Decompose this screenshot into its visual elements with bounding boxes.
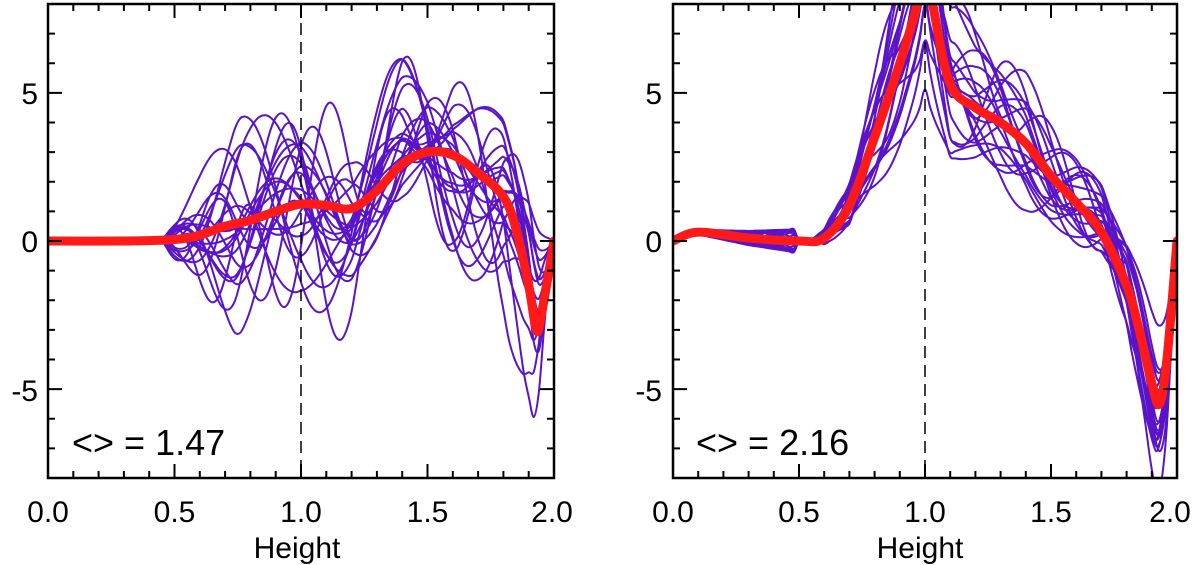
right-ytick-label: -5 [635,375,662,408]
left-mean-line [48,146,554,337]
right-mean-line [673,4,1177,410]
right-ytick-label: 0 [645,226,662,259]
right-sample-lines [673,4,1177,478]
left-xtick-label: 1.5 [407,496,449,529]
left-panel: 0.0 0.5 1.0 1.5 2.0 -5 0 5 Height <> = 1… [11,2,573,565]
sample-line [673,4,1177,448]
left-xtick-label: 0.0 [27,496,69,529]
right-xtick-label: 2.0 [1149,496,1191,529]
right-ytick-label: 5 [645,78,662,111]
right-axis-ticks [672,3,1178,479]
left-mean-annotation: <> = 1.47 [72,422,225,463]
left-xtick-label: 2.0 [531,496,573,529]
sample-line [673,4,1177,435]
left-xtick-label: 1.0 [280,496,322,529]
left-ytick-label: 5 [21,78,38,111]
right-panel: 0.0 0.5 1.0 1.5 2.0 -5 0 5 Height <> = 2… [635,2,1191,565]
right-xtick-label: 1.0 [904,496,946,529]
left-axis-ticks [47,3,555,479]
right-x-axis-title: Height [877,532,964,565]
right-mean-annotation: <> = 2.16 [696,422,849,463]
right-xtick-label: 1.5 [1030,496,1072,529]
left-x-axis-title: Height [254,532,341,565]
right-xtick-label: 0.0 [652,496,694,529]
right-xtick-label: 0.5 [778,496,820,529]
left-xtick-label: 0.5 [154,496,196,529]
left-ytick-label: -5 [11,375,38,408]
left-ytick-label: 0 [21,226,38,259]
